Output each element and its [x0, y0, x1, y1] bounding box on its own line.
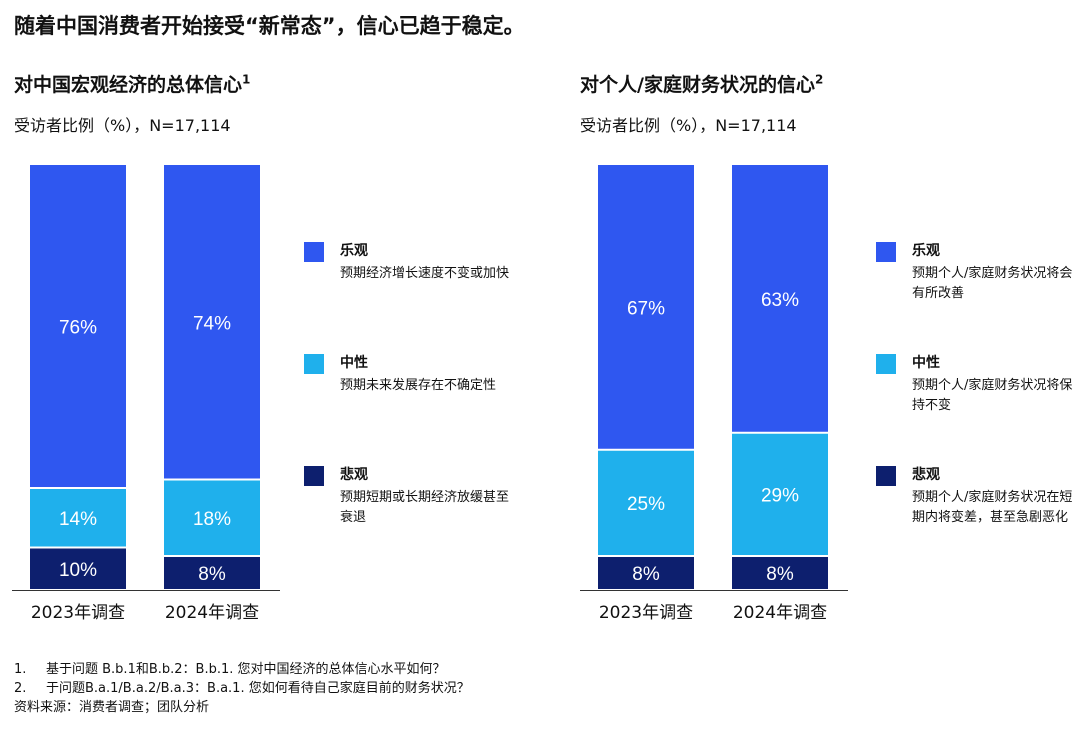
chart-subtitle: 受访者比例（%），N=17,114: [580, 116, 797, 135]
chart-title: 对个人/家庭财务状况的信心2: [580, 72, 824, 96]
bar-segment: [732, 165, 828, 432]
footnotes: 1. 基于问题 B.b.1和B.b.2：B.b.1. 您对中国经济的总体信心水平如…: [14, 660, 470, 717]
bar-segment: [164, 480, 260, 555]
data-label: 67%: [627, 298, 665, 319]
legend-label: 悲观: [912, 467, 940, 483]
data-label: 63%: [761, 290, 799, 311]
bar-segment: [732, 433, 828, 555]
chart-title: 对中国宏观经济的总体信心1: [14, 72, 251, 96]
legend-description: 预期未来发展存在不确定性: [340, 378, 497, 393]
bar-segment: [598, 450, 694, 555]
bar-segment: [30, 165, 126, 487]
bar-segment: [598, 557, 694, 589]
legend-label: 乐观: [912, 243, 940, 259]
data-label: 18%: [193, 509, 231, 530]
bar-segment: [164, 557, 260, 589]
legend-description: 预期个人/家庭财务状况在短期内将变差，甚至急剧恶化: [912, 490, 1073, 525]
legend-description: 预期个人/家庭财务状况将会有所改善: [912, 266, 1073, 301]
legend-swatch-neutral: [304, 354, 324, 374]
legend-label: 中性: [912, 355, 940, 371]
data-label: 76%: [59, 318, 97, 339]
bar-segment: [732, 557, 828, 589]
stacked-bar-chart-macro: 10% 14% 76% 2023年调查 8% 18% 74% 2024年调查: [12, 165, 280, 623]
legend-description: 预期个人/家庭财务状况将保持不变: [912, 378, 1073, 413]
legend-label: 中性: [340, 355, 368, 371]
data-label: 10%: [59, 560, 97, 581]
bar-segment: [598, 165, 694, 449]
chart-subtitle: 受访者比例（%），N=17,114: [14, 116, 231, 135]
legend-swatch-pessimistic: [304, 466, 324, 486]
data-label: 74%: [193, 313, 231, 334]
legend-swatch-optimistic: [304, 242, 324, 262]
category-label: 2024年调查: [165, 603, 259, 623]
data-label: 25%: [627, 494, 665, 515]
footnote: 1. 基于问题 B.b.1和B.b.2：B.b.1. 您对中国经济的总体信心水平如…: [14, 662, 446, 677]
legend-description: 预期经济增长速度不变或加快: [340, 266, 510, 281]
data-label: 14%: [59, 509, 97, 530]
data-label: 8%: [198, 564, 226, 585]
data-label: 8%: [632, 564, 660, 585]
category-label: 2023年调查: [599, 603, 693, 623]
legend-description: 预期短期或长期经济放缓甚至衰退: [340, 490, 510, 525]
bar-segment: [30, 548, 126, 589]
data-label: 29%: [761, 485, 799, 506]
legend-swatch-neutral: [876, 354, 896, 374]
bar-segment: [164, 165, 260, 479]
bar-segment: [30, 489, 126, 547]
category-label: 2024年调查: [733, 603, 827, 623]
legend-label: 乐观: [340, 243, 368, 259]
page-title: 随着中国消费者开始接受“新常态”，信心已趋于稳定。: [14, 14, 525, 38]
legend-label: 悲观: [340, 467, 368, 483]
category-label: 2023年调查: [31, 603, 125, 623]
footnote: 2. 于问题B.a.1/B.a.2/B.a.3：B.a.1. 您如何看待自己家庭目…: [14, 681, 470, 696]
stacked-bar-chart-household: 8% 25% 67% 2023年调查 8% 29% 63% 2024年调查: [580, 165, 848, 623]
legend-swatch-optimistic: [876, 242, 896, 262]
source-note: 资料来源：消费者调查；团队分析: [14, 700, 210, 715]
legend-swatch-pessimistic: [876, 466, 896, 486]
data-label: 8%: [766, 564, 794, 585]
